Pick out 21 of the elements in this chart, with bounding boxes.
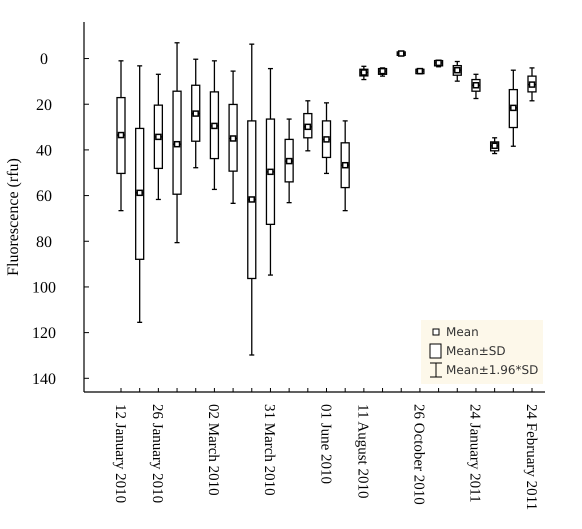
- y-axis-title: Fluorescence (rfu): [5, 158, 22, 276]
- x-tick-label: 31 March 2010: [261, 404, 278, 496]
- x-tick-label: 11 August 2010: [354, 404, 371, 498]
- x-tick-label: 01 June 2010: [317, 404, 334, 484]
- y-tick-label: 100: [32, 280, 56, 297]
- x-tick-label: 24 February 2011: [522, 404, 539, 510]
- y-tick-label: 140: [32, 370, 56, 388]
- y-tick-label: 120: [32, 325, 56, 342]
- y-tick-label: 0: [40, 51, 48, 68]
- annotation: Mean±SD: [446, 344, 506, 358]
- x-tick-label: 26 January 2010: [149, 404, 166, 504]
- y-tick-label: 60: [36, 188, 52, 206]
- x-tick-label: 02 March 2010: [205, 404, 222, 496]
- y-tick-label: 40: [36, 142, 52, 160]
- x-tick-label: 12 January 2010: [112, 404, 128, 504]
- annotation: Mean: [446, 325, 479, 340]
- annotation: Mean±1.96*SD: [446, 363, 538, 378]
- x-tick-label: 24 January 2011: [466, 404, 483, 503]
- x-tick-label: 26 October 2010: [410, 404, 427, 505]
- y-tick-label: 80: [36, 234, 52, 251]
- y-tick-label: 20: [36, 96, 52, 114]
